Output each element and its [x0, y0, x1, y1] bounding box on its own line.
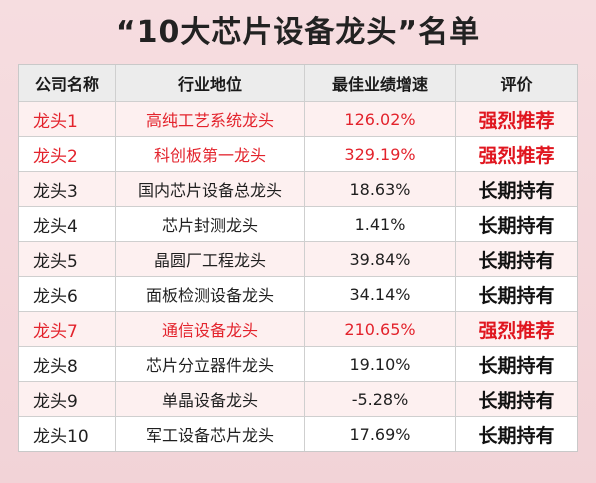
cell-company-name: 龙头6: [19, 277, 116, 312]
cell-company-name: 龙头10: [19, 417, 116, 451]
cell-rating: 长期持有: [456, 172, 577, 207]
cell-rating: 强烈推荐: [456, 102, 577, 137]
cell-best-growth: 329.19%: [305, 137, 456, 172]
cell-company-name: 龙头1: [19, 102, 116, 137]
table-row: 龙头4 芯片封测龙头 1.41% 长期持有: [19, 207, 577, 242]
header-best-growth: 最佳业绩增速: [305, 65, 456, 102]
cell-best-growth: 126.02%: [305, 102, 456, 137]
header-industry-position: 行业地位: [116, 65, 305, 102]
cell-rating: 强烈推荐: [456, 137, 577, 172]
cell-industry-position: 高纯工艺系统龙头: [116, 102, 305, 137]
table-row: 龙头6 面板检测设备龙头 34.14% 长期持有: [19, 277, 577, 312]
table-header-row: 公司名称 行业地位 最佳业绩增速 评价: [19, 65, 577, 102]
table-row: 龙头10 军工设备芯片龙头 17.69% 长期持有: [19, 417, 577, 451]
cell-best-growth: -5.28%: [305, 382, 456, 417]
cell-company-name: 龙头3: [19, 172, 116, 207]
cell-company-name: 龙头4: [19, 207, 116, 242]
leaders-table: 公司名称 行业地位 最佳业绩增速 评价 龙头1 高纯工艺系统龙头 126.02%…: [18, 64, 578, 452]
cell-rating: 长期持有: [456, 207, 577, 242]
cell-best-growth: 17.69%: [305, 417, 456, 451]
cell-rating: 长期持有: [456, 382, 577, 417]
cell-rating: 长期持有: [456, 417, 577, 451]
header-rating: 评价: [456, 65, 577, 102]
table-row: 龙头9 单晶设备龙头 -5.28% 长期持有: [19, 382, 577, 417]
cell-rating: 长期持有: [456, 242, 577, 277]
cell-best-growth: 1.41%: [305, 207, 456, 242]
table-row: 龙头8 芯片分立器件龙头 19.10% 长期持有: [19, 347, 577, 382]
cell-company-name: 龙头8: [19, 347, 116, 382]
table-row: 龙头2 科创板第一龙头 329.19% 强烈推荐: [19, 137, 577, 172]
cell-rating: 长期持有: [456, 347, 577, 382]
cell-best-growth: 34.14%: [305, 277, 456, 312]
cell-rating: 长期持有: [456, 277, 577, 312]
cell-industry-position: 科创板第一龙头: [116, 137, 305, 172]
cell-rating: 强烈推荐: [456, 312, 577, 347]
table-row: 龙头3 国内芯片设备总龙头 18.63% 长期持有: [19, 172, 577, 207]
table-row: 龙头5 晶圆厂工程龙头 39.84% 长期持有: [19, 242, 577, 277]
cell-industry-position: 国内芯片设备总龙头: [116, 172, 305, 207]
cell-industry-position: 单晶设备龙头: [116, 382, 305, 417]
table-row: 龙头1 高纯工艺系统龙头 126.02% 强烈推荐: [19, 102, 577, 137]
cell-industry-position: 面板检测设备龙头: [116, 277, 305, 312]
page-title: “10大芯片设备龙头”名单: [115, 15, 481, 50]
cell-company-name: 龙头5: [19, 242, 116, 277]
cell-industry-position: 晶圆厂工程龙头: [116, 242, 305, 277]
cell-company-name: 龙头9: [19, 382, 116, 417]
cell-industry-position: 芯片分立器件龙头: [116, 347, 305, 382]
cell-best-growth: 210.65%: [305, 312, 456, 347]
cell-best-growth: 39.84%: [305, 242, 456, 277]
header-company-name: 公司名称: [19, 65, 116, 102]
table-row: 龙头7 通信设备龙头 210.65% 强烈推荐: [19, 312, 577, 347]
cell-industry-position: 军工设备芯片龙头: [116, 417, 305, 451]
cell-industry-position: 芯片封测龙头: [116, 207, 305, 242]
cell-best-growth: 19.10%: [305, 347, 456, 382]
cell-industry-position: 通信设备龙头: [116, 312, 305, 347]
cell-best-growth: 18.63%: [305, 172, 456, 207]
cell-company-name: 龙头2: [19, 137, 116, 172]
cell-company-name: 龙头7: [19, 312, 116, 347]
